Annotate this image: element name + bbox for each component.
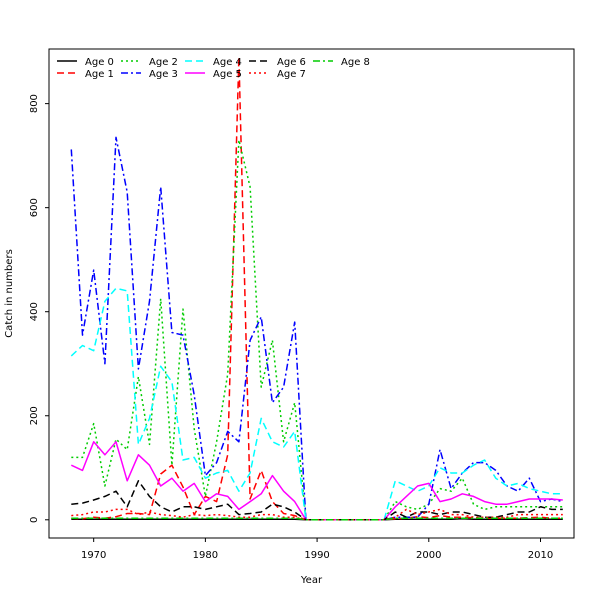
legend-label: Age 1 (85, 69, 114, 80)
y-tick-label: 600 (29, 198, 40, 217)
legend-label: Age 6 (277, 57, 306, 68)
series-layer (70, 56, 563, 521)
series-line-age-3 (70, 136, 563, 521)
x-tick-label: 2000 (416, 550, 441, 561)
x-tick-label: 1970 (81, 550, 106, 561)
series-line-age-4 (70, 287, 563, 521)
y-tick-label: 800 (29, 94, 40, 113)
x-tick-label: 1990 (304, 550, 329, 561)
x-tick-label: 2010 (528, 550, 553, 561)
x-tick-label: 1980 (193, 550, 218, 561)
legend-label: Age 2 (149, 57, 178, 68)
y-tick-label: 200 (29, 406, 40, 425)
series-line-age-6 (71, 480, 563, 521)
plot-frame (48, 48, 575, 539)
legend-label: Age 0 (85, 57, 114, 68)
y-tick-label: 400 (29, 302, 40, 321)
legend-label: Age 5 (213, 69, 242, 80)
legend-label: Age 3 (149, 69, 178, 80)
y-tick-label: 0 (29, 517, 40, 523)
y-axis-title: Catch in numbers (4, 249, 15, 338)
series-line-age-1 (71, 56, 563, 521)
x-axis: 1970 1980 1990 2000 2010 (81, 538, 553, 561)
legend-label: Age 7 (277, 69, 306, 80)
legend-label: Age 8 (341, 57, 370, 68)
x-axis-title: Year (300, 575, 323, 586)
series-line-age-5 (70, 441, 563, 521)
series-line-age-8 (71, 517, 563, 521)
legend-label: Age 4 (213, 57, 242, 68)
y-axis: 0 200 400 600 800 (29, 94, 49, 523)
